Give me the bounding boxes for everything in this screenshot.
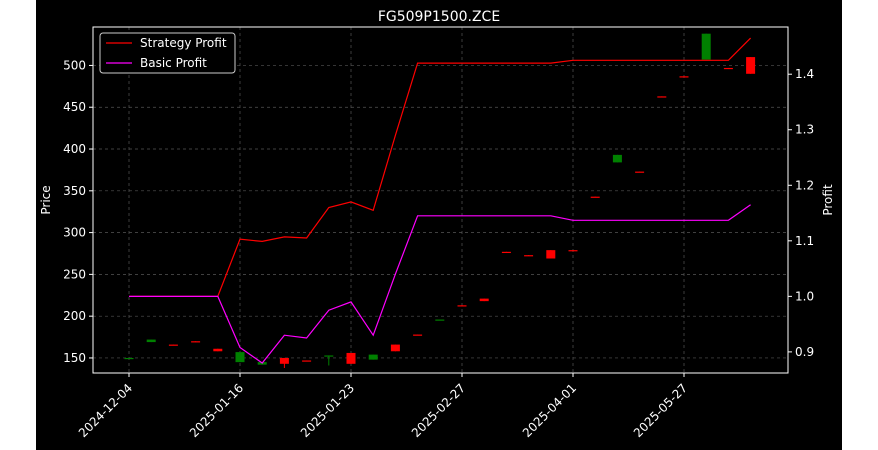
price-tick-label: 450 [63, 100, 86, 114]
candle [457, 305, 467, 307]
price-tick-label: 350 [63, 184, 86, 198]
candle-body [324, 355, 334, 357]
candle-body [368, 354, 378, 360]
price-tick-label: 400 [63, 142, 86, 156]
candle-body [191, 341, 201, 343]
candle [501, 251, 511, 254]
legend-label-strategy: Strategy Profit [140, 36, 227, 50]
basic-profit-line [129, 204, 751, 364]
candle-body [346, 352, 356, 364]
candle-body [568, 250, 578, 252]
profit-tick-label: 1.3 [795, 123, 814, 137]
candle [701, 33, 711, 60]
candle-body [457, 305, 467, 307]
price-axis-label: Price [39, 185, 53, 214]
candle [324, 355, 334, 366]
candle-body [701, 33, 711, 60]
profit-tick-label: 1.0 [795, 289, 814, 303]
date-tick-label: 2025-01-23 [298, 381, 357, 440]
candle-body [612, 154, 622, 163]
candle-body [590, 196, 600, 198]
candle [723, 67, 733, 70]
candle-body [168, 344, 178, 346]
legend-label-basic: Basic Profit [140, 56, 207, 70]
candle-body [524, 255, 534, 257]
price-tick-label: 150 [63, 351, 86, 365]
date-tick-label: 2024-12-04 [76, 381, 135, 440]
candle-body [501, 251, 511, 254]
date-tick-label: 2025-04-01 [520, 381, 579, 440]
candle [746, 57, 756, 74]
chart-title: FG509P1500.ZCE [378, 9, 500, 25]
candle-body [635, 171, 645, 173]
candle [390, 344, 400, 352]
candle-body [213, 348, 223, 352]
candle-body [679, 76, 689, 78]
price-axis: 150 200 250 300 350 400 450 500 [63, 58, 93, 365]
profit-tick-label: 1.2 [795, 178, 814, 192]
date-axis: 2024-12-04 2025-01-16 2025-01-23 2025-02-27… [76, 373, 690, 440]
candlesticks [124, 33, 756, 368]
candle [213, 348, 223, 352]
candle [146, 339, 156, 343]
candle [657, 96, 667, 98]
candle-body [413, 334, 423, 336]
candle [435, 319, 445, 321]
grid-lines [93, 27, 788, 373]
date-tick-label: 2025-02-27 [409, 381, 468, 440]
price-tick-label: 500 [63, 58, 86, 72]
candle [302, 360, 312, 362]
strategy-profit-line [129, 37, 752, 297]
candle-body [657, 96, 667, 98]
price-profit-chart: FG509P1500.ZCE 150200250300350400450500 … [39, 9, 835, 440]
date-tick-label: 2025-01-16 [187, 381, 246, 440]
candle [635, 171, 645, 173]
profit-tick-label: 1.4 [795, 67, 814, 81]
candle [346, 352, 356, 364]
candle-body [546, 250, 556, 259]
candle [279, 357, 289, 368]
candle-body [302, 360, 312, 362]
candle [546, 250, 556, 259]
profit-tick-label: 0.9 [795, 345, 814, 359]
candle [124, 357, 134, 360]
candle [524, 255, 534, 257]
candle-body [235, 352, 245, 363]
candle-body [146, 339, 156, 343]
price-tick-label: 200 [63, 309, 86, 323]
profit-axis-label: Profit [821, 184, 835, 216]
candle [590, 196, 600, 198]
candle [168, 344, 178, 346]
profit-lines [129, 37, 752, 364]
candle [413, 334, 423, 336]
candle-body [435, 319, 445, 321]
candle [612, 154, 622, 163]
legend: Strategy Profit Basic Profit [99, 32, 236, 74]
chart-panel: FG509P1500.ZCE 150 200 250 300 350 400 450 500 … [36, 0, 842, 450]
profit-tick-label: 1.1 [795, 234, 814, 248]
candle [679, 76, 689, 78]
candle-body [279, 357, 289, 364]
profit-axis: 0.9 1.0 1.1 1.2 1.3 1.4 [788, 67, 814, 359]
candle [191, 341, 201, 343]
candle [235, 352, 245, 363]
candle [568, 250, 578, 252]
candle-body [390, 344, 400, 352]
candle-body [479, 298, 489, 302]
candle-body [746, 57, 756, 74]
legend-box [99, 32, 236, 74]
date-tick-label: 2025-05-27 [631, 381, 690, 440]
candle [479, 298, 489, 302]
candle-body [124, 357, 134, 360]
candle [368, 354, 378, 360]
candle-body [723, 67, 733, 70]
price-tick-label: 250 [63, 267, 86, 281]
plot-frame [92, 26, 789, 374]
price-tick-label: 300 [63, 226, 86, 240]
